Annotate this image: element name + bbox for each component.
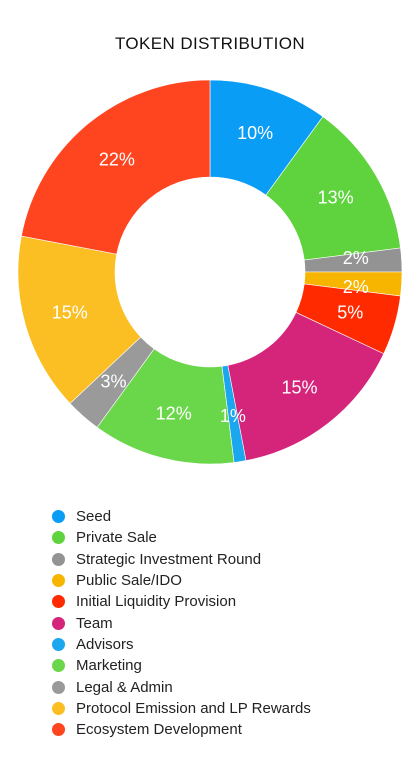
legend-item: Strategic Investment Round <box>52 549 311 570</box>
legend-label: Seed <box>76 508 112 526</box>
legend-label: Team <box>76 614 113 632</box>
legend-item: Ecosystem Development <box>52 719 311 740</box>
legend-label: Initial Liquidity Provision <box>76 593 237 611</box>
slice-label-2: 13% <box>318 188 354 208</box>
legend-item: Protocol Emission and LP Rewards <box>52 698 311 719</box>
legend-label: Ecosystem Development <box>76 721 242 739</box>
legend-item: Team <box>52 612 311 633</box>
legend-label: Public Sale/IDO <box>76 572 182 590</box>
chart-title: TOKEN DISTRIBUTION <box>114 34 306 53</box>
slice-label-5: 5% <box>337 303 363 323</box>
legend-item: Public Sale/IDO <box>52 570 311 591</box>
slice-label-3: 2% <box>343 248 369 268</box>
legend-label: Advisors <box>76 635 134 653</box>
legend-item: Initial Liquidity Provision <box>52 591 311 612</box>
legend-swatch <box>52 574 65 588</box>
legend-label: Private Sale <box>76 529 157 547</box>
legend-swatch <box>52 616 65 630</box>
legend-label: Strategic Investment Round <box>76 550 262 568</box>
slice-label-8: 12% <box>156 403 192 423</box>
slice-label-9: 3% <box>100 372 126 392</box>
legend-swatch <box>52 531 65 545</box>
slice-label-10: 15% <box>52 303 88 323</box>
legend-swatch <box>52 680 65 694</box>
legend-label: Protocol Emission and LP Rewards <box>76 699 311 717</box>
slice-label-7: 1% <box>220 406 246 426</box>
slice-label-11: 22% <box>99 150 135 170</box>
chart-legend: Seed Private Sale Strategic Investment Rou… <box>52 506 311 740</box>
legend-item: Legal & Admin <box>52 676 311 697</box>
legend-label: Legal & Admin <box>76 678 173 696</box>
legend-label: Marketing <box>76 657 142 675</box>
donut-chart: 10% 13% 2% 2% 5% 15% 1% 12% 3% 15% 22% <box>17 79 403 465</box>
legend-swatch <box>52 701 65 715</box>
legend-swatch <box>52 637 65 651</box>
legend-swatch <box>52 723 65 737</box>
legend-item: Seed <box>52 506 311 527</box>
legend-swatch <box>52 659 65 673</box>
legend-item: Private Sale <box>52 527 311 548</box>
legend-swatch <box>52 510 65 524</box>
legend-swatch <box>52 552 65 566</box>
slice-label-1: 10% <box>237 123 273 143</box>
slice-label-4: 2% <box>343 277 369 297</box>
slice-label-6: 15% <box>281 377 317 397</box>
donut-slice-11 <box>21 79 211 255</box>
legend-item: Advisors <box>52 634 311 655</box>
legend-item: Marketing <box>52 655 311 676</box>
legend-swatch <box>52 595 65 609</box>
